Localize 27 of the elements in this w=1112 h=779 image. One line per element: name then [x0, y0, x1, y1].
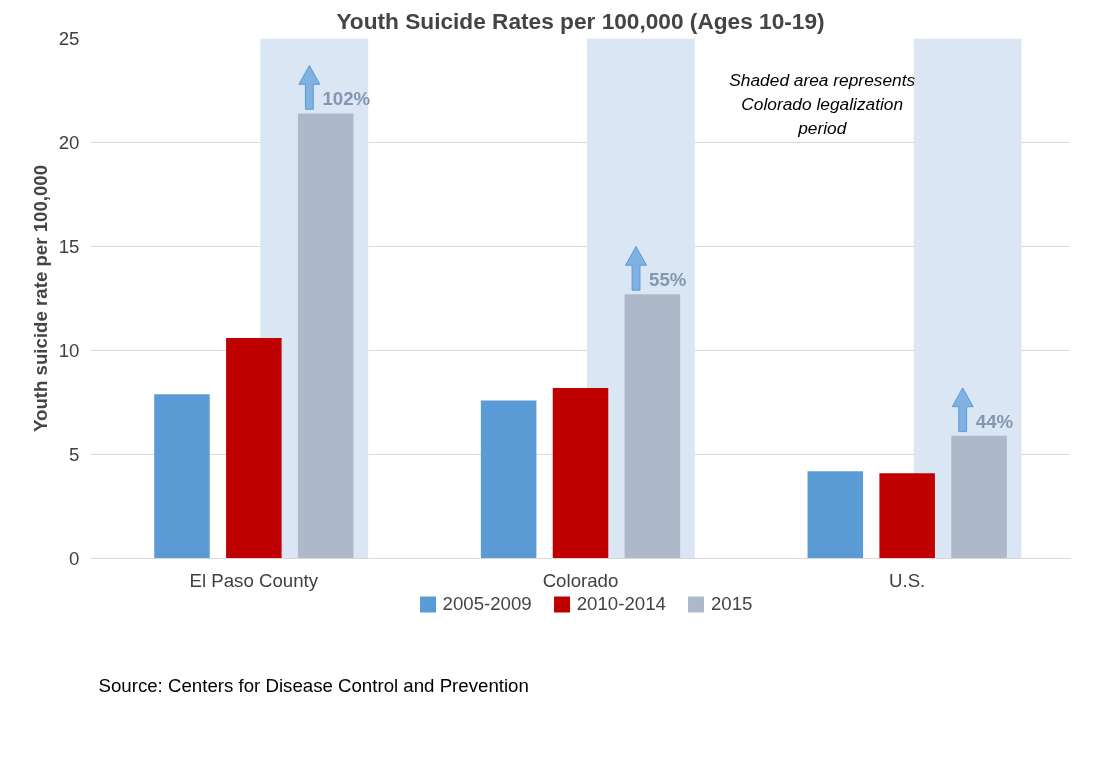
bar	[807, 471, 864, 559]
bar	[552, 387, 609, 559]
y-tick-label: 10	[58, 340, 80, 361]
x-tick-label: Colorado	[542, 569, 619, 591]
source-note: Source: Centers for Disease Control and Prevention	[98, 674, 529, 696]
bar	[951, 435, 1007, 559]
x-tick-label: U.S.	[889, 569, 926, 591]
y-tick-label: 20	[58, 132, 80, 153]
chart-title: Youth Suicide Rates per 100,000 (Ages 10-19)	[336, 7, 825, 34]
bar	[624, 294, 681, 559]
y-tick-label: 5	[69, 444, 80, 465]
annotation: 55%	[649, 269, 687, 291]
y-tick-label: 0	[69, 548, 80, 569]
y-axis-title: Youth suicide rate per 100,000	[29, 164, 51, 433]
bar	[879, 473, 935, 559]
legend-label: 2015	[710, 593, 753, 615]
y-tick-label: 15	[58, 236, 80, 257]
bar	[480, 400, 537, 559]
legend-label: 2010-2014	[576, 593, 666, 615]
y-tick-label: 25	[58, 28, 80, 49]
bar	[154, 394, 210, 559]
legend-label: 2005-2009	[442, 593, 532, 615]
annotation: 44%	[975, 410, 1014, 432]
annotation: Shaded area represents Colorado legalization period	[729, 69, 916, 138]
annotation: 102%	[322, 88, 371, 110]
x-tick-label: El Paso County	[189, 569, 319, 591]
bar	[226, 338, 282, 559]
